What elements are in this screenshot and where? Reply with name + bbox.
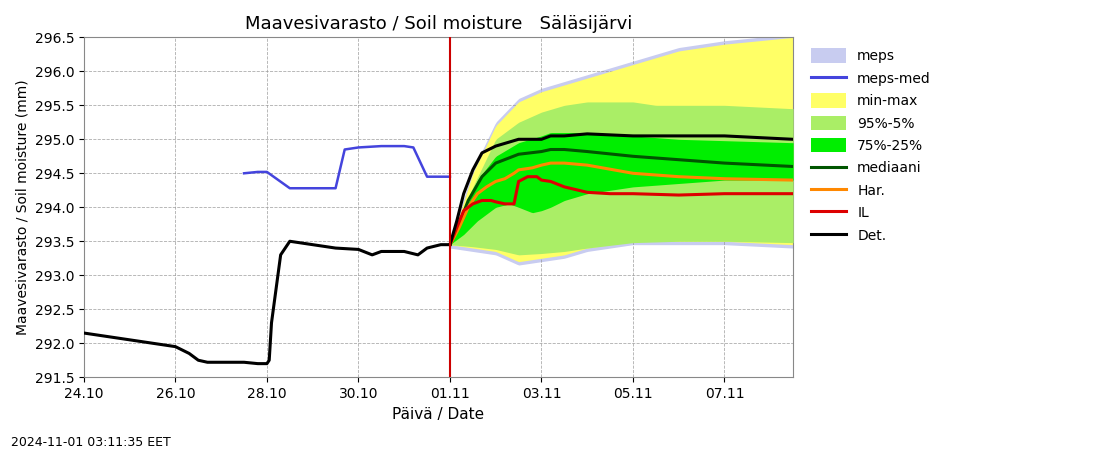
Legend: meps, meps-med, min-max, 95%-5%, 75%-25%, mediaani, Har., IL, Det.: meps, meps-med, min-max, 95%-5%, 75%-25%… xyxy=(807,44,935,247)
Title: Maavesivarasto / Soil moisture   Säläsijärvi: Maavesivarasto / Soil moisture Säläsijär… xyxy=(245,15,632,33)
X-axis label: Päivä / Date: Päivä / Date xyxy=(393,406,485,422)
Y-axis label: Maavesivarasto / Soil moisture (mm): Maavesivarasto / Soil moisture (mm) xyxy=(15,80,29,335)
Text: 2024-11-01 03:11:35 EET: 2024-11-01 03:11:35 EET xyxy=(11,436,170,449)
